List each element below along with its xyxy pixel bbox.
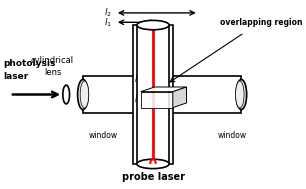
Bar — [83, 76, 241, 113]
Bar — [133, 25, 173, 164]
Text: laser: laser — [4, 72, 29, 81]
Text: cylindrical: cylindrical — [31, 56, 74, 65]
Text: $l$: $l$ — [134, 93, 138, 104]
Polygon shape — [173, 87, 187, 108]
Text: lens: lens — [44, 68, 61, 77]
Ellipse shape — [137, 159, 169, 169]
Text: h: h — [134, 75, 139, 84]
Ellipse shape — [236, 80, 247, 109]
Bar — [141, 92, 173, 108]
Bar — [137, 25, 169, 164]
Text: overlapping region: overlapping region — [220, 18, 302, 27]
Ellipse shape — [80, 81, 89, 108]
Text: probe laser: probe laser — [121, 172, 185, 182]
Text: $l_2$: $l_2$ — [104, 7, 112, 19]
Ellipse shape — [63, 85, 69, 104]
Ellipse shape — [78, 80, 88, 109]
Text: photolysis: photolysis — [4, 59, 56, 68]
Polygon shape — [141, 87, 187, 92]
Text: window: window — [88, 131, 117, 140]
Ellipse shape — [236, 81, 244, 108]
Text: $l_1$: $l_1$ — [104, 16, 112, 29]
Text: window: window — [218, 131, 247, 140]
Ellipse shape — [137, 20, 169, 30]
